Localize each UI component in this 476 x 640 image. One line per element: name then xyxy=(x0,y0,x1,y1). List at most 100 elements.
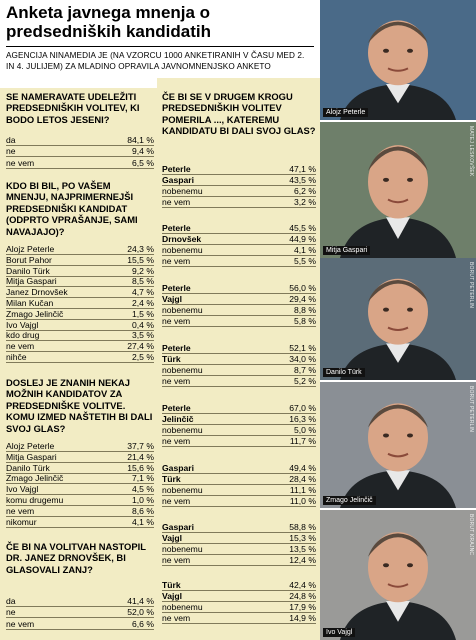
result-value: 16,3 % xyxy=(289,414,316,424)
result-value: 24,3 % xyxy=(127,244,154,254)
result-label: Zmago Jelinčič xyxy=(6,473,64,484)
photo-credit: MATEJ LESKOVŠEK xyxy=(468,126,474,177)
result-value: 1,5 % xyxy=(132,308,154,319)
result-row: Borut Pahor 15,5 % xyxy=(6,255,154,266)
photo-credit: BORUT KRAJNC xyxy=(468,514,474,556)
result-value: 49,4 % xyxy=(289,463,316,473)
result-label: Danilo Türk xyxy=(6,462,50,473)
result-row: Peterle 45,5 % xyxy=(162,223,316,234)
result-row: Türk 34,0 % xyxy=(162,354,316,365)
result-value: 52,0 % xyxy=(127,607,154,618)
result-label: Gaspari xyxy=(162,522,195,532)
result-row: Danilo Türk 15,6 % xyxy=(6,463,154,474)
result-row: nobenemu 8,7 % xyxy=(162,365,316,376)
result-value: 0,4 % xyxy=(132,319,154,330)
result-value: 4,5 % xyxy=(132,484,154,495)
result-value: 34,0 % xyxy=(289,354,316,364)
photo-caption: Danilo Türk xyxy=(323,368,365,377)
portrait-illustration xyxy=(320,258,476,380)
result-row: nihče 2,5 % xyxy=(6,352,154,363)
result-label: ne vem xyxy=(6,157,35,168)
result-value: 9,2 % xyxy=(132,265,154,276)
result-row: nobenemu 6,2 % xyxy=(162,186,316,197)
result-row: ne vem 6,6 % xyxy=(6,619,154,630)
photo-caption: Mitja Gaspari xyxy=(323,246,371,255)
result-label: ne xyxy=(6,607,16,618)
result-row: Mitja Gaspari 8,5 % xyxy=(6,276,154,288)
result-label: Mitja Gaspari xyxy=(6,276,57,287)
result-value: 5,8 % xyxy=(294,316,316,326)
result-row: ne vem 27,4 % xyxy=(6,341,154,353)
result-row: ne 52,0 % xyxy=(6,607,154,619)
result-row: komu drugemu 1,0 % xyxy=(6,495,154,506)
candidate-photo: Danilo Türk BORUT PETERLIN xyxy=(320,258,476,380)
result-label: Jelinčič xyxy=(162,414,194,424)
result-label: Peterle xyxy=(162,223,191,233)
result-label: da xyxy=(6,135,16,145)
result-row: ne vem 5,8 % xyxy=(162,316,316,327)
result-label: Zmago Jelinčič xyxy=(6,308,64,319)
result-label: Vajgl xyxy=(162,591,183,601)
result-row: ne vem 14,9 % xyxy=(162,613,316,624)
result-label: nobenemu xyxy=(162,186,203,196)
result-label: kdo drug xyxy=(6,330,40,341)
result-value: 27,4 % xyxy=(127,341,154,352)
result-value: 44,9 % xyxy=(289,234,316,244)
result-label: ne vem xyxy=(6,618,35,629)
result-label: nobenemu xyxy=(162,602,203,612)
result-label: ne vem xyxy=(162,316,191,326)
result-value: 41,4 % xyxy=(127,596,154,606)
result-label: nikomur xyxy=(6,516,37,527)
result-row: ne vem 11,0 % xyxy=(162,496,316,507)
result-label: nihče xyxy=(6,352,27,362)
result-label: nobenemu xyxy=(162,544,203,554)
result-value: 11,7 % xyxy=(289,436,316,446)
result-row: ne vem 6,5 % xyxy=(6,158,154,169)
photo-credit: BORUT PETERLIN xyxy=(468,386,474,433)
result-label: nobenemu xyxy=(162,425,203,435)
result-value: 47,1 % xyxy=(289,164,316,174)
result-row: Gaspari 58,8 % xyxy=(162,522,316,533)
result-row: Mitja Gaspari 21,4 % xyxy=(6,452,154,463)
result-label: ne vem xyxy=(162,256,191,266)
result-row: Vajgl 15,3 % xyxy=(162,533,316,544)
result-label: nobenemu xyxy=(162,365,203,375)
result-value: 2,5 % xyxy=(132,352,154,362)
result-row: ne vem 8,6 % xyxy=(6,506,154,517)
result-label: nobenemu xyxy=(162,305,203,315)
result-label: Ivo Vajgl xyxy=(6,319,39,330)
result-row: ne 9,4 % xyxy=(6,146,154,158)
result-value: 52,1 % xyxy=(289,343,316,353)
result-row: da 41,4 % xyxy=(6,596,154,607)
result-label: komu drugemu xyxy=(6,495,64,505)
result-label: da xyxy=(6,596,16,606)
result-label: Borut Pahor xyxy=(6,254,52,265)
result-value: 43,5 % xyxy=(289,175,316,185)
result-value: 4,7 % xyxy=(132,287,154,298)
result-row: ne vem 3,2 % xyxy=(162,197,316,208)
result-value: 28,4 % xyxy=(289,474,316,484)
result-value: 12,4 % xyxy=(289,555,316,565)
result-label: Peterle xyxy=(162,164,191,174)
result-label: ne vem xyxy=(162,436,191,446)
result-value: 8,7 % xyxy=(294,365,316,375)
result-label: ne vem xyxy=(162,496,191,506)
result-row: kdo drug 3,5 % xyxy=(6,330,154,342)
result-value: 9,4 % xyxy=(132,146,154,157)
result-row: Drnovšek 44,9 % xyxy=(162,234,316,245)
result-label: Danilo Türk xyxy=(6,265,50,276)
result-value: 6,2 % xyxy=(294,186,316,196)
result-label: nobenemu xyxy=(162,245,203,255)
result-row: nobenemu 8,8 % xyxy=(162,305,316,316)
result-label: Mitja Gaspari xyxy=(6,451,57,462)
result-row: Zmago Jelinčič 1,5 % xyxy=(6,309,154,320)
result-label: Vajgl xyxy=(162,294,183,304)
result-row: da 84,1 % xyxy=(6,135,154,146)
result-value: 4,1 % xyxy=(132,516,154,527)
portrait-illustration xyxy=(320,382,476,508)
candidate-photo: Zmago Jelinčič BORUT PETERLIN xyxy=(320,382,476,508)
question-second-round: ČE BI SE V DRUGEM KROGU PREDSEDNIŠKIH VO… xyxy=(162,91,316,137)
result-row: ne vem 5,2 % xyxy=(162,376,316,387)
result-label: ne vem xyxy=(162,613,191,623)
